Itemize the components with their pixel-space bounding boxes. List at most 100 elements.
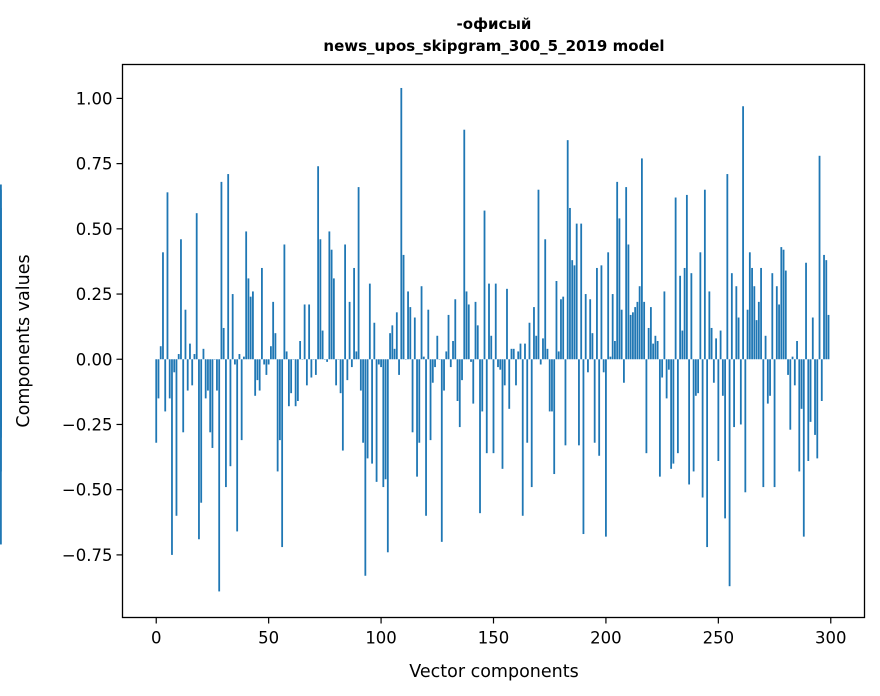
bar-82 (339, 359, 342, 394)
bar-76 (326, 359, 329, 362)
bar-234 (681, 330, 684, 360)
bar-177 (553, 359, 556, 475)
bar-118 (420, 286, 423, 360)
bar-60 (290, 359, 293, 394)
bar-194 (591, 333, 594, 360)
bar-140 (470, 359, 472, 362)
bar-134 (456, 359, 459, 401)
bar-188 (578, 359, 580, 446)
bar-57 (283, 244, 286, 360)
bar-9 (175, 359, 178, 516)
bar-266 (753, 286, 756, 360)
bar-182 (564, 359, 567, 446)
x-tick-label: 300 (815, 629, 847, 648)
bar-72 (317, 166, 320, 360)
bar-159 (512, 348, 515, 360)
bar-148 (488, 283, 490, 360)
bar-251 (719, 330, 722, 360)
bar-88 (353, 267, 355, 360)
bar-37 (238, 354, 241, 360)
bar-5 (166, 192, 169, 360)
bar-137 (463, 129, 466, 360)
bar-143 (476, 325, 479, 360)
x-tick-label: 250 (703, 629, 735, 648)
bar-80 (335, 359, 338, 386)
bar-14 (186, 359, 189, 391)
bar-284 (793, 359, 796, 386)
bar-undefined (0, 260, 2, 360)
bar-274 (771, 273, 774, 360)
bar-244 (703, 189, 706, 360)
bar-281 (787, 359, 789, 375)
bar-200 (605, 359, 607, 537)
bar-108 (398, 359, 400, 375)
bar-21 (202, 348, 205, 360)
bar-50 (267, 359, 270, 365)
bar-198 (600, 265, 603, 360)
bar-254 (726, 174, 729, 360)
bar-48 (263, 359, 266, 365)
bar-236 (685, 194, 688, 360)
bar-1 (157, 359, 160, 399)
bar-64 (299, 341, 302, 360)
bar-12 (182, 359, 185, 433)
y-tick-label: 0.75 (76, 155, 113, 174)
bar-18 (195, 213, 198, 360)
bar-122 (429, 359, 432, 441)
bar-247 (710, 327, 713, 360)
bar-150 (492, 359, 495, 454)
bar-299 (827, 314, 830, 360)
bar-186 (573, 265, 576, 360)
bar-232 (676, 359, 679, 454)
bar-15 (189, 343, 191, 360)
bar-189 (580, 223, 583, 360)
bar-130 (447, 314, 450, 360)
bar-104 (389, 333, 391, 360)
bar-199 (602, 359, 605, 373)
bar-178 (555, 281, 558, 360)
bar-133 (454, 299, 457, 360)
bar-139 (467, 304, 470, 360)
bar-184 (569, 207, 571, 360)
bar-53 (274, 333, 277, 360)
bar-147 (485, 359, 488, 454)
bar-255 (728, 359, 731, 587)
bar-237 (688, 359, 691, 485)
bar-165 (526, 359, 529, 443)
bar-114 (411, 359, 414, 433)
bar-67 (305, 359, 308, 386)
bar-288 (802, 359, 805, 537)
bar-267 (755, 320, 758, 360)
bar-179 (557, 351, 560, 360)
bar-4 (164, 359, 167, 412)
bar-7 (171, 359, 173, 555)
bar-46 (258, 359, 261, 391)
bar-10 (177, 354, 180, 360)
bar-172 (542, 338, 544, 360)
bar-261 (742, 106, 744, 360)
bar-0 (155, 359, 158, 443)
bar-38 (240, 359, 243, 441)
bar-105 (391, 325, 394, 360)
bar-154 (501, 359, 504, 469)
bar-123 (431, 359, 434, 383)
bar-270 (762, 359, 765, 488)
bar-121 (427, 309, 430, 360)
bar-230 (672, 359, 675, 464)
bar-231 (674, 197, 677, 360)
bar-34 (231, 294, 234, 360)
bar-145 (481, 359, 484, 412)
y-tick-label: −0.25 (62, 415, 113, 434)
bar-47 (261, 267, 263, 360)
bar-66 (303, 304, 306, 360)
bar-209 (625, 187, 628, 360)
bar-117 (418, 359, 421, 443)
bar-273 (769, 359, 771, 396)
bar-290 (807, 359, 810, 461)
bar-169 (535, 335, 538, 360)
y-tick-label: 0.25 (76, 285, 113, 304)
bar-125 (436, 335, 439, 360)
bar-208 (623, 359, 625, 383)
bar-91 (359, 359, 362, 391)
